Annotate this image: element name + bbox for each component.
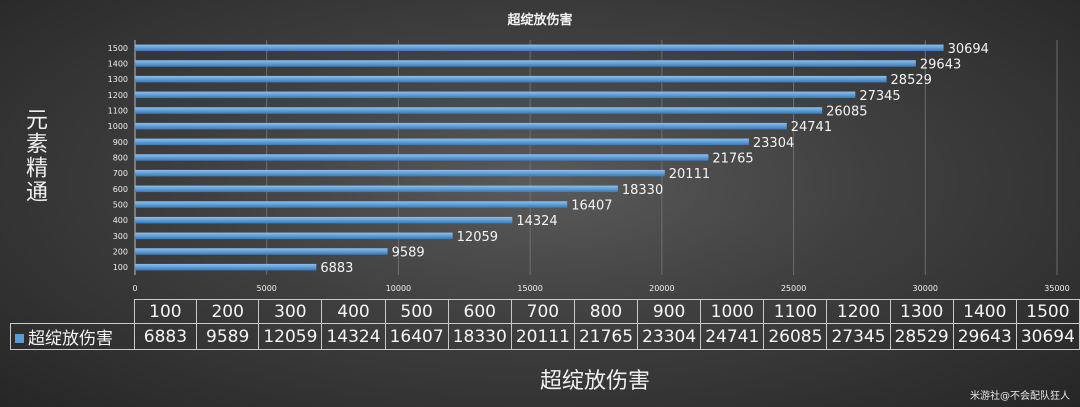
data-label: 23304 (753, 136, 794, 151)
x-tick-label: 25000 (781, 284, 806, 293)
data-label: 24741 (791, 120, 832, 135)
watermark: 米游社@不会配队狂人 (970, 391, 1070, 402)
y-tick-label: 1100 (108, 107, 128, 116)
table-header-cell: 400 (321, 299, 386, 324)
table-header-cell: 600 (447, 299, 512, 324)
table-value-cell: 18330 (447, 323, 512, 350)
bar (135, 60, 916, 67)
bar (135, 216, 513, 224)
data-label: 18330 (622, 183, 663, 198)
y-tick-label: 1000 (108, 122, 128, 131)
table-value-cell: 9589 (196, 323, 260, 350)
x-axis-title: 超绽放伤害 (539, 369, 650, 394)
table-value-cell: 30694 (1015, 323, 1080, 350)
x-tick-label: 35000 (1044, 284, 1069, 293)
bar (135, 201, 568, 208)
data-label: 9589 (392, 246, 425, 261)
x-tick-label: 15000 (517, 284, 542, 293)
table-header-cell: 1200 (826, 299, 891, 324)
y-tick-label: 400 (113, 216, 128, 225)
table-series-cell: 超绽放伤害 (10, 323, 135, 350)
bar (135, 122, 787, 130)
bar (135, 107, 823, 114)
bar (135, 169, 665, 177)
y-tick-label: 700 (113, 169, 128, 178)
y-tick-label: 100 (113, 263, 128, 272)
bar (135, 248, 388, 255)
table-header-cell: 1100 (763, 299, 828, 324)
bar (135, 232, 453, 240)
data-label: 27345 (859, 89, 900, 104)
bar (135, 185, 618, 193)
table-header-cell: 200 (196, 299, 260, 324)
data-label: 26085 (826, 105, 867, 120)
x-tick-label: 0 (132, 284, 137, 293)
table-series-name: 超绽放伤害 (28, 329, 113, 349)
x-tick-label: 30000 (913, 284, 938, 293)
data-label: 6883 (320, 261, 353, 276)
data-label: 16407 (571, 199, 612, 214)
table-value-cell: 21765 (573, 323, 639, 350)
table-value-cell: 27345 (826, 323, 891, 350)
bar (135, 75, 887, 83)
table-corner-cell (10, 299, 135, 324)
y-tick-label: 1400 (108, 60, 128, 69)
data-label: 21765 (712, 152, 753, 167)
y-tick-label: 600 (113, 185, 128, 194)
table-header-cell: 1400 (952, 299, 1017, 324)
table-header-cell: 800 (573, 299, 639, 324)
table-value-cell: 29643 (952, 323, 1017, 350)
table-header-cell: 500 (384, 299, 449, 324)
table-header-cell: 300 (258, 299, 323, 324)
bar-chart-plot: 100 200 300 400 500 600 700 800 900 1000 1100 1200 1… (108, 40, 1070, 293)
table-header-cell: 1000 (700, 299, 765, 324)
table-value-cell: 23304 (637, 323, 702, 350)
table-value-cell: 24741 (700, 323, 765, 350)
data-label: 28529 (891, 73, 932, 88)
data-label: 12059 (457, 230, 498, 245)
y-tick-label: 300 (113, 232, 128, 241)
table-value-row: 超绽放伤害 6883 9589 12059 14324 16407 18330 20111 2… (10, 323, 1080, 350)
data-label: 20111 (669, 167, 710, 182)
chart-title: 超绽放伤害 (507, 13, 573, 28)
y-tick-label: 200 (113, 248, 128, 257)
table-value-cell: 26085 (763, 323, 828, 350)
table-value-cell: 14324 (321, 323, 386, 350)
legend-key-icon (15, 333, 24, 343)
x-tick-label: 20000 (649, 284, 674, 293)
table-header-cell: 900 (637, 299, 702, 324)
bar (135, 154, 709, 161)
y-tick-label: 900 (113, 138, 128, 147)
y-tick-label: 1300 (108, 75, 128, 84)
table-header-row: 100 200 300 400 500 600 700 800 900 1000 1100 1200 1… (10, 299, 1080, 324)
table-value-cell: 6883 (133, 323, 198, 350)
y-tick-label: 500 (113, 201, 128, 210)
table-header-cell: 1300 (889, 299, 954, 324)
data-table: 100 200 300 400 500 600 700 800 900 1000 1100 1200 1… (10, 299, 1080, 350)
table-value-cell: 28529 (889, 323, 954, 350)
data-label: 30694 (948, 42, 989, 57)
y-axis-title: 元素精通 (22, 108, 47, 204)
bar (135, 138, 749, 146)
bar (135, 263, 317, 271)
table-header-cell: 1500 (1015, 299, 1080, 324)
bar (135, 44, 944, 52)
table-value-cell: 16407 (384, 323, 449, 350)
table-header-cell: 100 (133, 299, 198, 324)
x-tick-label: 5000 (257, 284, 277, 293)
table-value-cell: 20111 (510, 323, 575, 350)
data-label: 29643 (920, 58, 961, 73)
x-tick-label: 10000 (386, 284, 411, 293)
y-tick-label: 800 (113, 154, 128, 163)
table-value-cell: 12059 (258, 323, 323, 350)
bar (135, 91, 856, 99)
y-tick-label: 1500 (108, 44, 128, 53)
table-header-cell: 700 (510, 299, 575, 324)
data-label: 14324 (516, 214, 557, 229)
y-tick-label: 1200 (108, 91, 128, 100)
